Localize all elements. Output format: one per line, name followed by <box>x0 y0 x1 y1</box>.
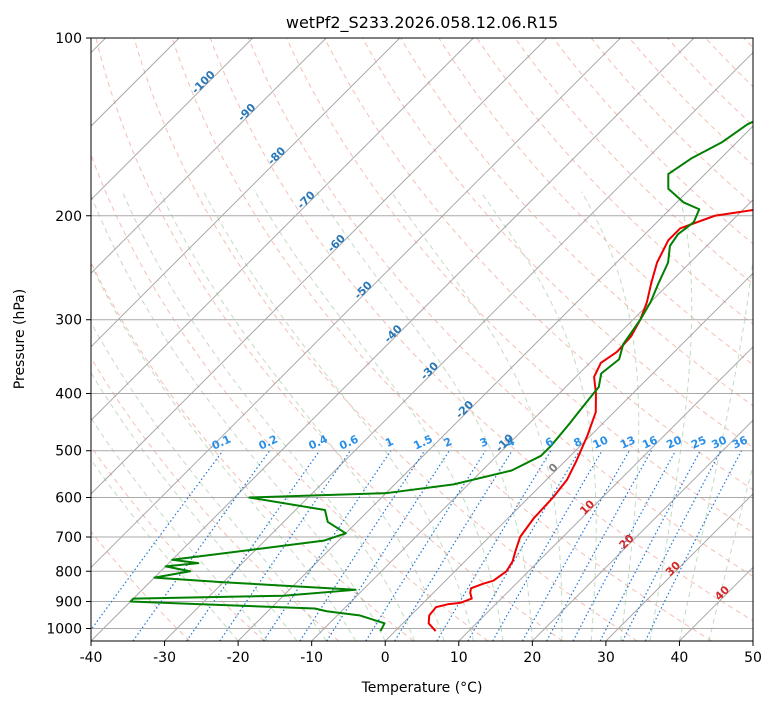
isotherm <box>91 38 621 569</box>
mixing-ratio-line <box>546 450 652 641</box>
x-tick-label: 40 <box>671 650 689 666</box>
y-axis-title: Pressure (hPa) <box>12 289 28 389</box>
y-tick-label: 700 <box>55 530 82 546</box>
moist-adiabat <box>203 191 474 641</box>
mixing-ratio-label: 30 <box>710 433 730 451</box>
x-tick-label: -30 <box>153 650 176 666</box>
mixing-ratio-line <box>467 450 580 641</box>
moist-adiabat <box>390 191 563 641</box>
y-tick-label: 500 <box>55 444 82 460</box>
mixing-ratio-line <box>492 450 603 641</box>
dry-adiabat <box>400 38 753 407</box>
y-tick-label: 900 <box>55 594 82 610</box>
background-lines <box>91 38 753 641</box>
dewpoint-profile <box>129 120 753 632</box>
mixing-ratio-line <box>394 450 513 641</box>
mixing-ratio-label: 16 <box>640 433 660 451</box>
x-tick-label: 50 <box>744 650 762 666</box>
isotherm <box>531 419 753 641</box>
mixing-ratio-line <box>91 450 224 631</box>
mixing-ratio-line <box>644 450 743 641</box>
plot-frame <box>90 37 754 642</box>
x-tick-label: -20 <box>227 650 250 666</box>
x-tick-label: 30 <box>597 650 615 666</box>
moist-adiabat <box>91 263 357 641</box>
x-tick-label: -10 <box>300 650 323 666</box>
mixing-ratio-line <box>326 450 450 641</box>
moist-adiabat <box>581 191 640 641</box>
isotherm <box>237 125 753 641</box>
dry-adiabat <box>552 38 753 245</box>
mixing-ratio-line <box>365 450 487 641</box>
y-tick-label: 200 <box>55 209 82 225</box>
isotherm <box>91 38 548 495</box>
isotherm <box>91 38 695 641</box>
dry-adiabat <box>95 38 563 641</box>
isotherm <box>91 38 327 274</box>
x-tick-label: 20 <box>523 650 541 666</box>
y-tick-label: 800 <box>55 564 82 580</box>
y-tick-label: 300 <box>55 313 82 329</box>
isotherm <box>311 198 753 641</box>
profile-lines <box>129 120 753 632</box>
dry-adiabat <box>438 38 753 366</box>
mixing-ratio-line <box>299 450 426 641</box>
temperature-profile <box>427 209 753 632</box>
dry-adiabat <box>91 356 340 641</box>
dry-adiabat <box>285 38 753 534</box>
dry-adiabat <box>91 530 191 641</box>
mixing-ratio-label: 10 <box>591 433 611 451</box>
dry-adiabat <box>247 38 753 577</box>
mixing-ratio-line <box>186 450 321 641</box>
mixing-ratio-line <box>132 450 271 641</box>
mixing-ratio-label: 36 <box>730 433 750 451</box>
isotherm <box>605 493 753 641</box>
dry-adiabat <box>628 38 753 166</box>
dry-adiabat <box>476 38 753 325</box>
mixing-ratio-label: 25 <box>689 433 708 451</box>
isotherm <box>91 38 474 422</box>
dry-adiabat <box>133 38 638 641</box>
dry-adiabat <box>91 261 414 641</box>
x-tick-label: 0 <box>381 650 390 666</box>
moist-adiabat <box>91 321 327 641</box>
x-tick-label: -40 <box>80 650 103 666</box>
moist-adiabat <box>91 371 298 641</box>
mixing-ratio-line <box>521 450 630 641</box>
x-axis-title: Temperature (°C) <box>361 680 483 696</box>
axes: -40 -30 -20 -10 0 10 20 30 40 50 100 200 300 400 500 60… <box>46 31 762 666</box>
isotherm <box>164 51 753 641</box>
mixing-ratio-line <box>436 450 552 641</box>
moist-adiabat <box>678 255 753 641</box>
dry-adiabat <box>590 38 753 205</box>
mixing-ratio-label: 13 <box>618 433 637 451</box>
chart-title: wetPf2_S233.2026.058.12.06.R15 <box>286 13 558 33</box>
mixing-ratio-label: 20 <box>664 433 684 451</box>
isotherm <box>458 346 753 641</box>
y-tick-label: 400 <box>55 387 82 403</box>
dry-adiabat <box>324 38 753 491</box>
y-tick-label: 600 <box>55 490 82 506</box>
dry-adiabat <box>209 38 753 622</box>
y-tick-label: 1000 <box>46 621 82 637</box>
moist-adiabat <box>91 417 268 641</box>
mixing-ratio-line <box>219 450 351 641</box>
moist-adiabat <box>316 191 533 641</box>
isotherm <box>384 272 753 641</box>
moist-adiabat <box>91 458 239 641</box>
dry-adiabat <box>514 38 753 285</box>
y-tick-label: 100 <box>55 31 82 47</box>
x-tick-label: 10 <box>450 650 468 666</box>
isotherm <box>91 38 401 348</box>
isotherm <box>91 38 254 201</box>
moist-adiabat <box>649 191 693 641</box>
